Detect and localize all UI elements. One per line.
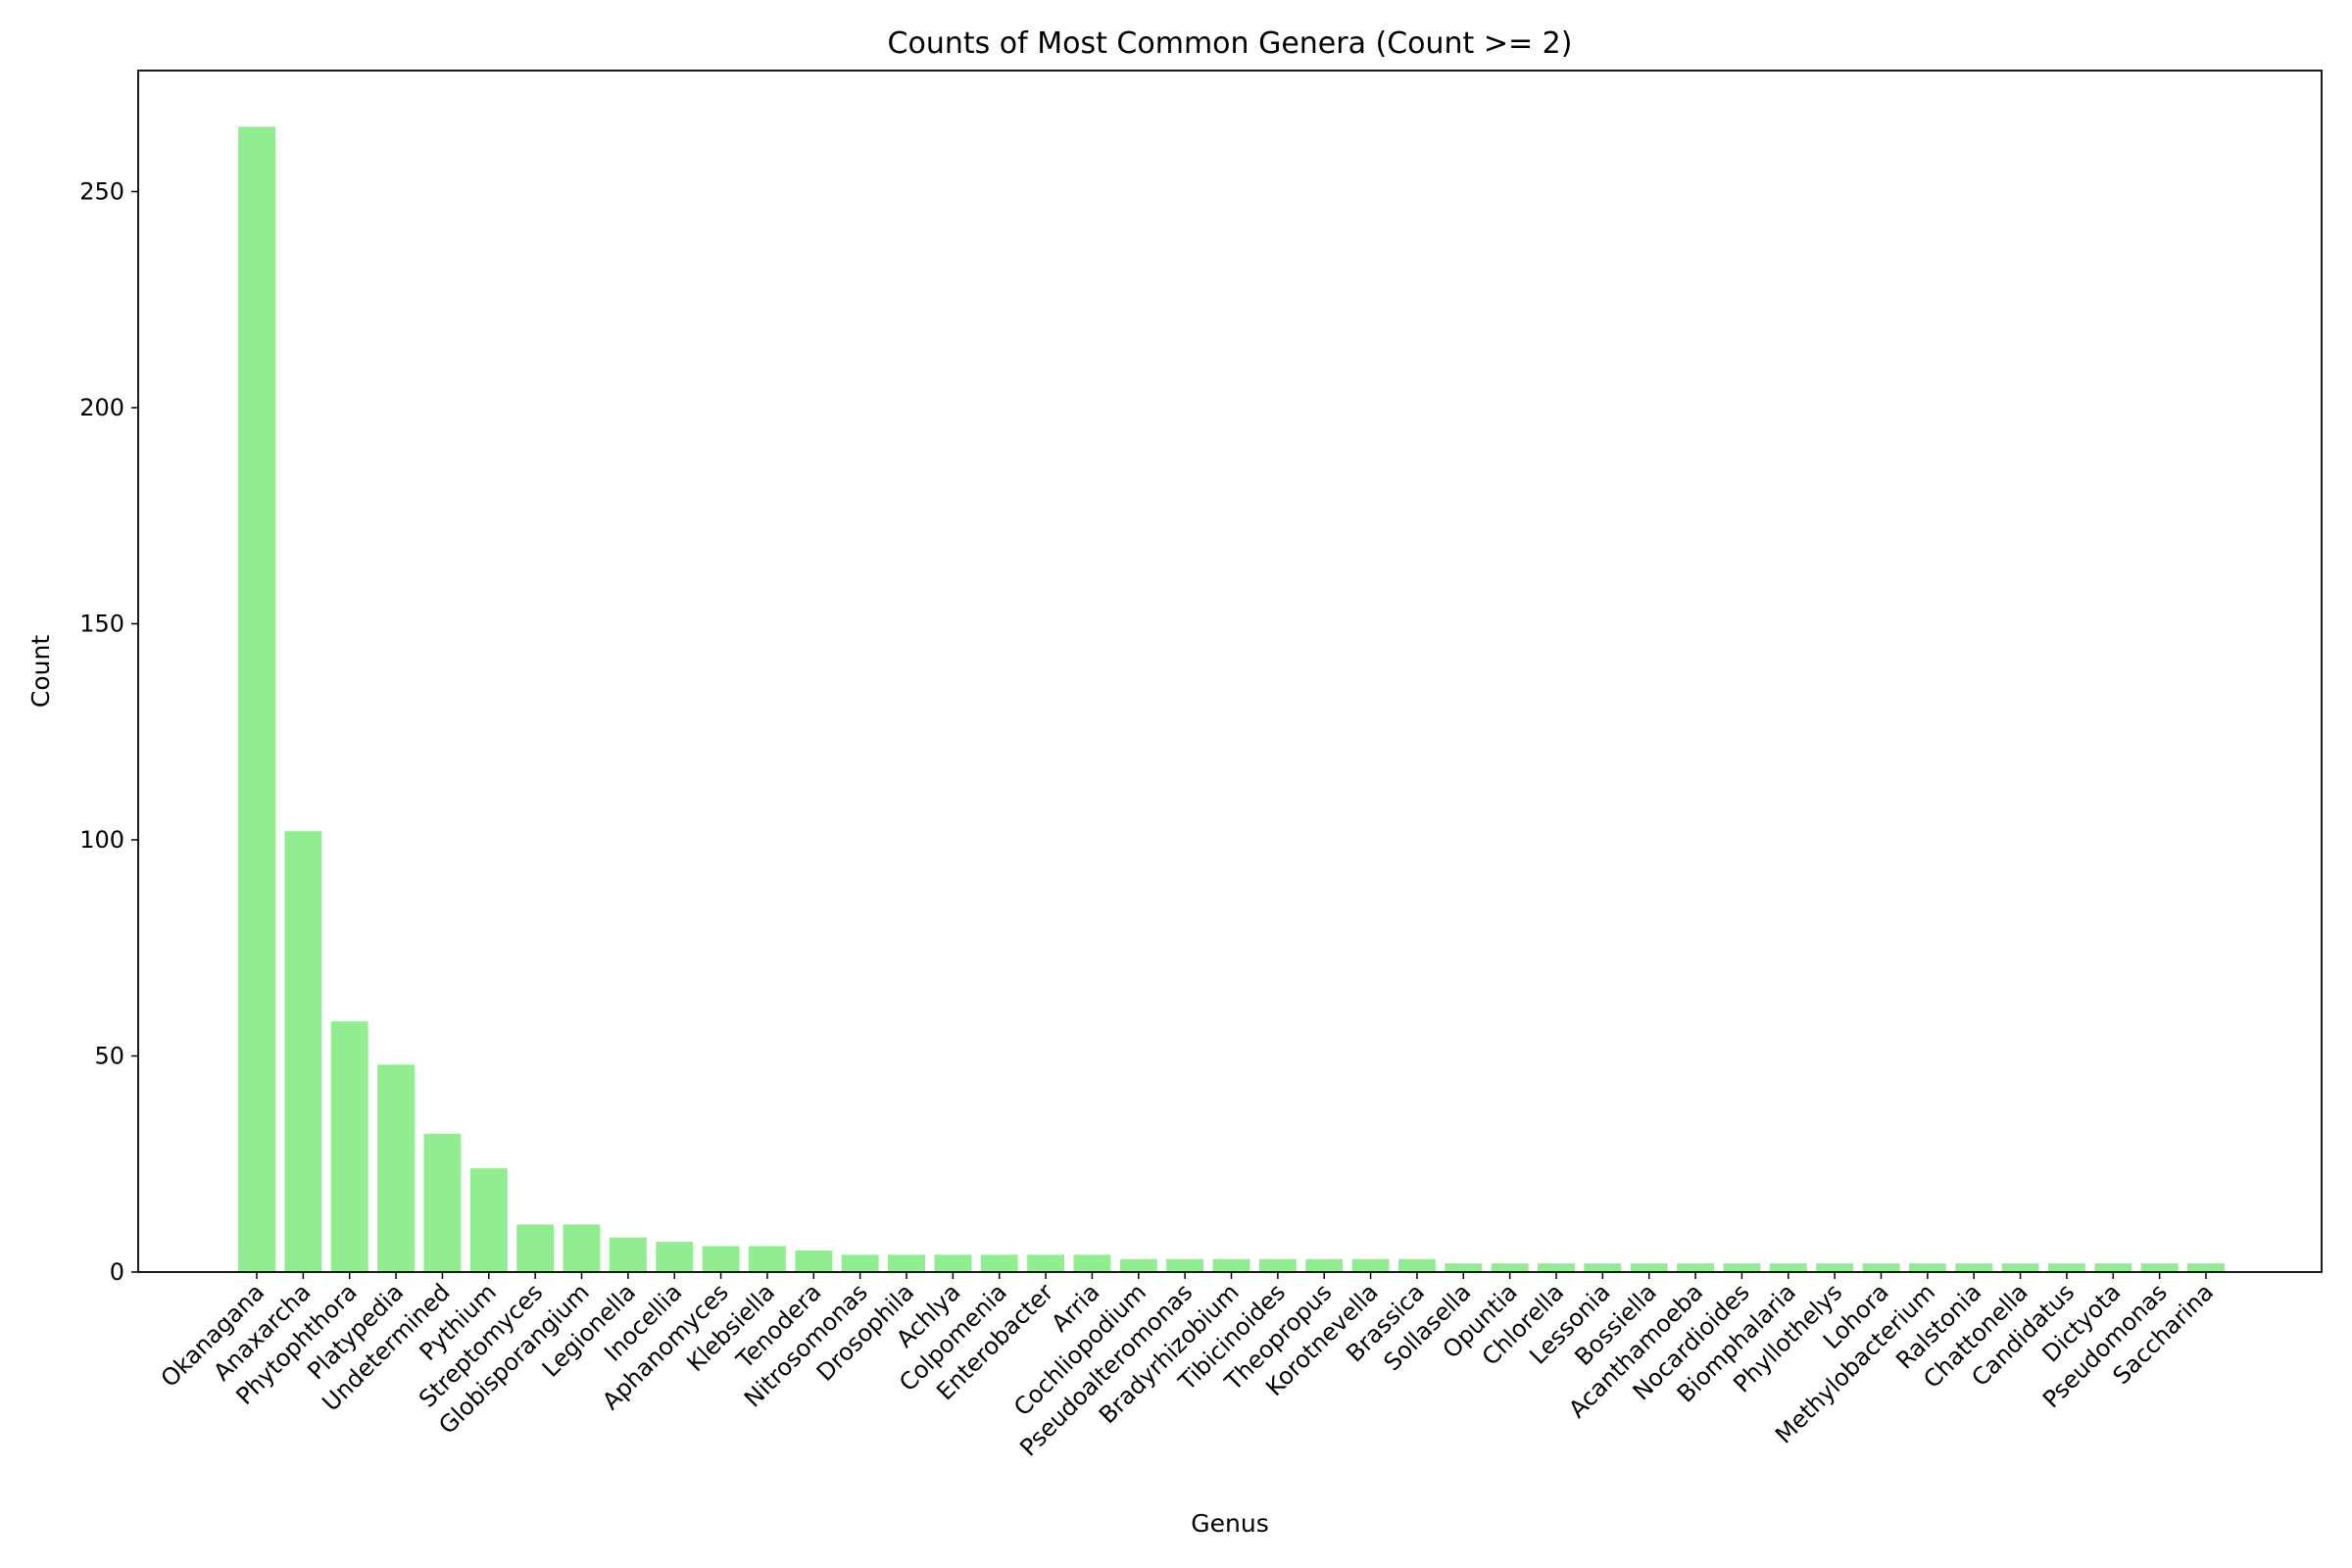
bar-enterobacter [1027, 1254, 1065, 1272]
bar-korotnevella [1351, 1258, 1390, 1272]
bar-arria [1073, 1254, 1111, 1272]
bar-phytophthora [330, 1021, 368, 1272]
bar-chlorella [1538, 1263, 1575, 1272]
y-tick-label: 0 [110, 1258, 124, 1286]
bar-nitrosomonas [841, 1254, 879, 1272]
y-axis-label: Count [26, 635, 55, 708]
y-tick-label: 150 [79, 610, 124, 637]
bar-drosophila [888, 1254, 925, 1272]
bar-brassica [1397, 1258, 1436, 1272]
bar-dictyota [2094, 1263, 2132, 1272]
bar-streptomyces [516, 1224, 555, 1272]
y-tick-label: 200 [79, 394, 124, 421]
bar-acanthamoeba [1677, 1263, 1715, 1272]
bar-chattonella [2001, 1263, 2039, 1272]
bar-colpomenia [980, 1254, 1018, 1272]
bar-opuntia [1491, 1263, 1529, 1272]
bar-methylobacterium [1908, 1263, 1946, 1272]
bar-okanagana [238, 126, 275, 1272]
bars-group [238, 126, 2225, 1272]
bar-achlya [934, 1254, 972, 1272]
bar-theopropus [1305, 1258, 1344, 1272]
bar-pseudoalteromonas [1166, 1258, 1204, 1272]
bar-undetermined [423, 1133, 462, 1272]
bar-globisporangium [563, 1224, 601, 1272]
bar-phyllothelys [1816, 1263, 1854, 1272]
plot-frame [137, 70, 2323, 1273]
bar-legionella [609, 1237, 647, 1272]
bar-nocardioides [1723, 1263, 1761, 1272]
bar-bradyrhizobium [1212, 1258, 1250, 1272]
bar-anaxarcha [284, 831, 322, 1272]
bar-tenodera [795, 1250, 833, 1272]
bar-cochliopodium [1119, 1258, 1157, 1272]
bar-biomphalaria [1769, 1263, 1807, 1272]
bar-aphanomyces [702, 1246, 740, 1272]
x-axis-label: Genus [1191, 1509, 1268, 1538]
bar-platypedia [377, 1064, 416, 1272]
bar-lessonia [1584, 1263, 1622, 1272]
bar-sollasella [1445, 1263, 1483, 1272]
x-axis: OkanaganaAnaxarchaPhytophthoraPlatypedia… [156, 1272, 2219, 1461]
bar-tibicinoides [1258, 1258, 1297, 1272]
y-tick-label: 100 [79, 826, 124, 854]
y-tick-label: 250 [79, 177, 124, 205]
bar-bossiella [1630, 1263, 1668, 1272]
bar-inocellia [656, 1242, 694, 1272]
chart-title: Counts of Most Common Genera (Count >= 2… [888, 26, 1573, 61]
bar-lohora [1862, 1263, 1900, 1272]
y-axis: 0 50 100 150 200 250 [79, 177, 138, 1286]
bar-candidatus [2047, 1263, 2085, 1272]
bar-klebsiella [748, 1246, 786, 1272]
bar-pseudomonas [2140, 1263, 2179, 1272]
bar-saccharina [2187, 1263, 2225, 1272]
bar-pythium [469, 1168, 508, 1272]
y-tick-label: 50 [94, 1042, 124, 1069]
bar-ralstonia [1955, 1263, 1993, 1272]
